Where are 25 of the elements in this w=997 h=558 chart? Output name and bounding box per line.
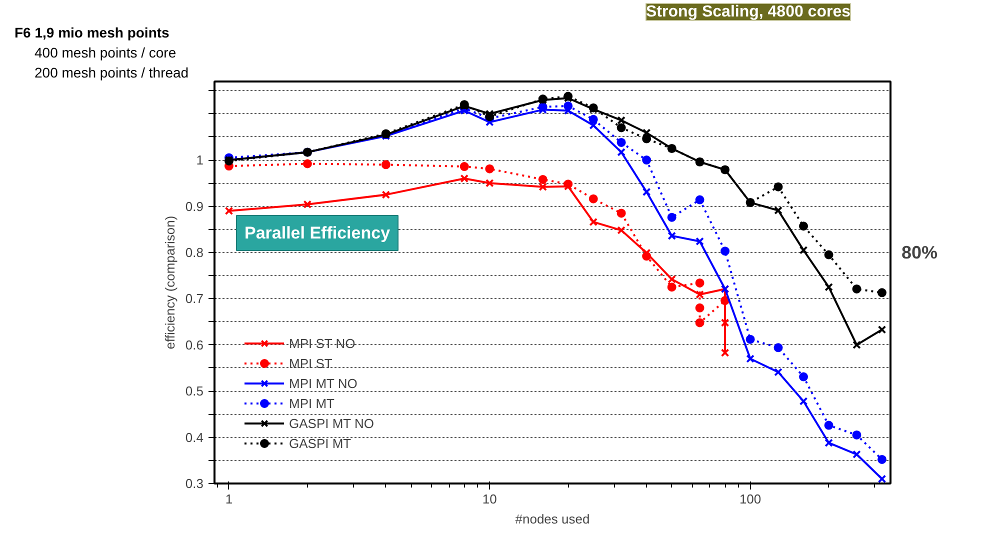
chart-title: Strong Scaling, 4800 cores bbox=[646, 4, 851, 20]
x-tick-label: 1 bbox=[225, 492, 233, 506]
y-tick-label: 0.5 bbox=[185, 384, 204, 399]
legend-label: MPI MT NO bbox=[289, 376, 358, 390]
legend-label: MPI ST NO bbox=[289, 336, 356, 350]
x-tick-label: 10 bbox=[482, 492, 497, 506]
text: 400 mesh points / core bbox=[34, 44, 176, 60]
y-tick-label: 0.8 bbox=[185, 244, 204, 260]
text: 80% bbox=[902, 242, 938, 262]
y-axis-title: efficiency (comparison) bbox=[162, 216, 178, 350]
text: F6 1,9 mio mesh points bbox=[14, 24, 170, 40]
annotation: Parallel Efficiency bbox=[244, 224, 391, 242]
y-tick-label: 0.9 bbox=[185, 198, 204, 214]
y-tick-label: 1 bbox=[196, 152, 204, 168]
y-tick-label: 0.6 bbox=[185, 337, 204, 352]
legend-label: GASPI MT bbox=[289, 436, 352, 450]
y-tick-label: 0.3 bbox=[185, 476, 204, 491]
y-tick-label: 0.4 bbox=[185, 430, 204, 445]
legend-label: MPI MT bbox=[289, 396, 334, 410]
legend-label: GASPI MT NO bbox=[289, 416, 374, 430]
legend-label: MPI ST bbox=[289, 356, 332, 370]
text: 200 mesh points / thread bbox=[34, 64, 189, 80]
y-tick-label: 0.7 bbox=[185, 291, 204, 306]
x-tick-label: 100 bbox=[739, 492, 762, 506]
x-axis-title: #nodes used bbox=[515, 512, 590, 526]
